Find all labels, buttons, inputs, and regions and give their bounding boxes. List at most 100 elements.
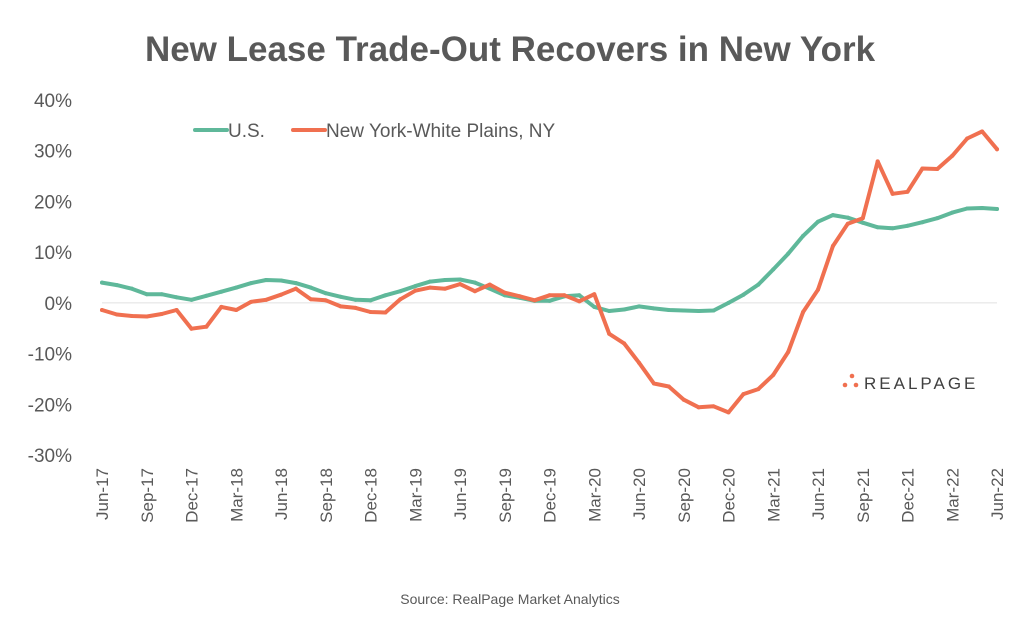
legend: U.S. New York-White Plains, NY [193, 121, 555, 142]
data-point-us [114, 283, 119, 288]
x-tick-label: Jun-22 [988, 468, 1007, 520]
data-point-us [875, 225, 880, 230]
data-point-us [741, 292, 746, 297]
data-point-new-york [458, 282, 462, 287]
data-point-us [174, 295, 179, 300]
x-tick-label: Sep-21 [854, 468, 873, 523]
data-point-us [637, 304, 641, 309]
data-point-new-york [114, 312, 119, 317]
data-point-us [249, 281, 254, 286]
data-point-us [368, 298, 373, 303]
data-point-new-york [502, 290, 507, 295]
data-point-new-york [681, 397, 686, 402]
x-tick-label: Dec-17 [183, 468, 202, 523]
data-point-us [189, 297, 194, 302]
data-point-new-york [264, 297, 269, 302]
data-point-new-york [428, 285, 433, 290]
data-point-us [129, 286, 134, 291]
data-point-us [965, 206, 970, 211]
data-point-new-york [249, 299, 254, 304]
logo-dot [853, 382, 859, 388]
data-point-new-york [920, 166, 925, 171]
data-point-new-york [100, 307, 104, 312]
data-point-us [264, 278, 269, 283]
legend-label-us: U.S. [228, 121, 265, 142]
data-point-new-york [174, 307, 179, 312]
y-tick-label: 0% [45, 294, 73, 315]
data-point-new-york [786, 350, 791, 355]
data-point-us [890, 226, 895, 231]
data-point-new-york [398, 297, 403, 302]
data-point-new-york [980, 129, 985, 134]
data-point-us [219, 289, 224, 294]
data-point-us [293, 281, 298, 286]
data-point-new-york [741, 392, 746, 397]
x-tick-label: Sep-19 [496, 468, 515, 523]
data-point-new-york [443, 286, 448, 291]
x-tick-label: Sep-17 [138, 468, 157, 523]
data-point-new-york [577, 299, 582, 304]
data-point-us [472, 280, 477, 285]
x-tick-label: Mar-21 [764, 468, 783, 522]
data-point-new-york [353, 305, 358, 310]
data-point-us [830, 213, 835, 218]
data-point-us [443, 278, 448, 283]
x-tick-label: Jun-21 [809, 468, 828, 520]
data-point-new-york [830, 244, 835, 249]
x-tick-label: Dec-20 [720, 468, 739, 523]
data-point-us [353, 297, 358, 302]
x-tick-label: Mar-18 [227, 468, 246, 522]
y-tick-label: 30% [34, 142, 72, 163]
x-tick-label: Dec-18 [362, 468, 381, 523]
data-point-us [905, 223, 910, 228]
x-axis: Jun-17 Sep-17 Dec-17 Mar-18 Jun-18 Sep-18 Dec-… [93, 468, 1007, 523]
data-point-new-york [875, 159, 880, 164]
x-tick-label: Jun-20 [630, 468, 649, 520]
y-tick-label: -10% [28, 345, 72, 366]
data-point-us [398, 289, 403, 294]
data-point-us [159, 292, 164, 297]
data-point-us [607, 308, 612, 313]
data-point-new-york [890, 191, 895, 196]
data-point-new-york [950, 153, 955, 158]
y-axis: 40% 30% 20% 10% 0% -10% -20% -30% [28, 91, 72, 467]
data-point-new-york [368, 309, 373, 314]
data-point-new-york [995, 147, 999, 152]
data-point-us [383, 293, 388, 298]
data-point-new-york [935, 166, 940, 171]
data-point-us [487, 286, 492, 291]
data-point-new-york [547, 293, 552, 298]
data-point-us [860, 220, 865, 225]
x-tick-label: Dec-19 [541, 468, 560, 523]
data-point-new-york [651, 381, 656, 386]
data-point-new-york [532, 298, 537, 303]
data-point-new-york [622, 341, 627, 346]
x-tick-label: Mar-20 [585, 468, 604, 522]
data-point-us [950, 210, 955, 215]
data-point-new-york [726, 410, 731, 415]
x-tick-label: Jun-18 [272, 468, 291, 520]
x-tick-label: Sep-20 [675, 468, 694, 523]
data-point-new-york [771, 372, 776, 377]
data-point-us [651, 306, 656, 311]
chart-title: New Lease Trade-Out Recovers in New York [144, 30, 876, 69]
data-point-us [323, 291, 328, 296]
data-point-us [279, 278, 283, 283]
data-point-us [100, 280, 104, 285]
data-point-new-york [279, 292, 283, 297]
data-point-new-york [219, 304, 224, 309]
data-point-new-york [472, 289, 477, 294]
data-point-new-york [234, 307, 239, 312]
data-point-new-york [711, 404, 716, 409]
logo-text: REALPAGE [864, 374, 978, 393]
data-point-us [711, 308, 716, 313]
data-point-us [771, 267, 776, 272]
realpage-logo: REALPAGE [842, 373, 978, 393]
data-point-us [696, 308, 701, 313]
data-point-new-york [308, 297, 313, 302]
data-point-us [308, 285, 313, 290]
y-tick-label: 40% [34, 91, 72, 112]
data-point-new-york [338, 304, 343, 309]
data-point-us [234, 285, 239, 290]
